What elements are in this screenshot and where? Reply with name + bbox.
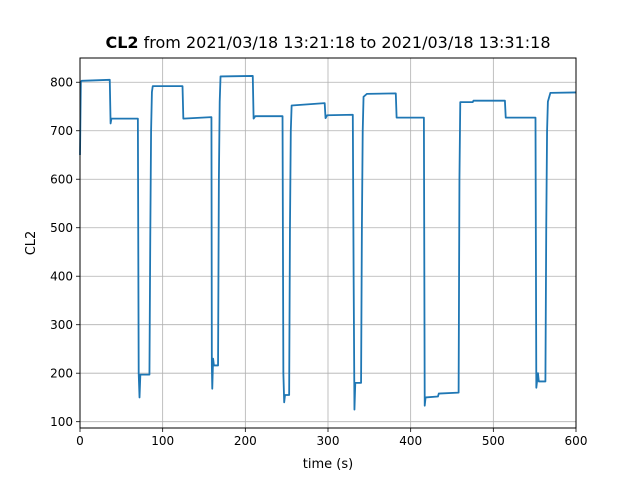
y-tick-label: 300: [50, 318, 73, 332]
x-tick-label: 100: [151, 434, 174, 448]
y-axis-label: CL2: [24, 231, 39, 256]
y-axis-ticks: 100 200 300 400 500 600 700 800: [50, 76, 80, 429]
x-tick-label: 300: [317, 434, 340, 448]
x-tick-label: 400: [399, 434, 422, 448]
y-tick-label: 400: [50, 270, 73, 284]
series-group: [79, 75, 577, 411]
x-tick-label: 600: [565, 434, 588, 448]
chart-title-rest: from 2021/03/18 13:21:18 to 2021/03/18 1…: [138, 33, 551, 52]
y-tick-label: 200: [50, 367, 73, 381]
y-tick-label: 800: [50, 76, 73, 90]
y-tick-label: 700: [50, 124, 73, 138]
chart-title: CL2 from 2021/03/18 13:21:18 to 2021/03/…: [0, 33, 640, 52]
x-tick-label: 200: [234, 434, 257, 448]
x-tick-label: 500: [482, 434, 505, 448]
x-axis-ticks: 0 100 200 300 400 500 600: [76, 428, 587, 448]
y-tick-label: 100: [50, 415, 73, 429]
x-tick-label: 0: [76, 434, 84, 448]
grid-lines: [79, 58, 577, 428]
x-axis-label: time (s): [303, 457, 353, 472]
series-line: [79, 75, 577, 411]
y-tick-label: 500: [50, 221, 73, 235]
chart-title-bold: CL2: [105, 33, 139, 52]
y-tick-label: 600: [50, 173, 73, 187]
